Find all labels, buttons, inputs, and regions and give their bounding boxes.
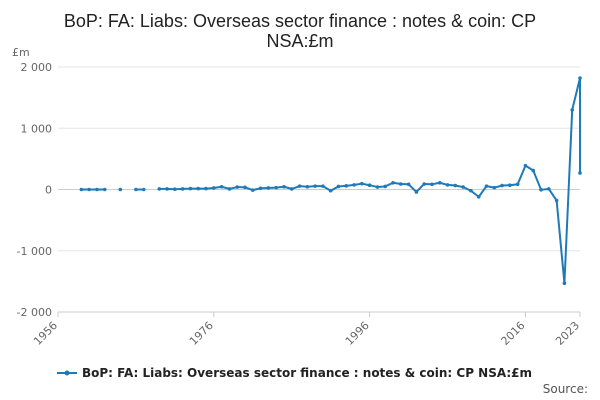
data-point bbox=[134, 187, 138, 192]
data-point bbox=[250, 188, 255, 192]
data-point bbox=[508, 183, 512, 188]
source-label: Source: bbox=[543, 382, 588, 396]
data-point bbox=[492, 185, 497, 190]
y-tick-label: -2 000 bbox=[17, 306, 52, 319]
data-point bbox=[406, 182, 411, 187]
data-point bbox=[297, 184, 302, 188]
data-point bbox=[500, 183, 504, 188]
x-axis-ticks: 1956 1976 1996 2016 2023 bbox=[31, 312, 582, 348]
data-point bbox=[180, 187, 185, 191]
y-tick-label: 0 bbox=[45, 184, 52, 197]
data-point bbox=[399, 182, 403, 186]
data-point bbox=[554, 198, 559, 203]
series-line bbox=[159, 77, 581, 285]
legend-marker bbox=[64, 370, 70, 376]
data-point bbox=[289, 187, 294, 191]
data-point bbox=[196, 186, 201, 191]
data-point bbox=[531, 168, 536, 173]
data-point bbox=[227, 187, 232, 191]
y-axis-unit-label: £m bbox=[12, 46, 30, 59]
data-point bbox=[360, 181, 364, 186]
data-point bbox=[422, 182, 426, 186]
x-tick-label: 2016 bbox=[499, 319, 528, 348]
data-point bbox=[445, 183, 450, 187]
data-point bbox=[313, 184, 317, 188]
data-point bbox=[266, 186, 271, 190]
data-point bbox=[274, 185, 278, 190]
data-point bbox=[375, 185, 380, 189]
data-point bbox=[173, 187, 177, 191]
series-group bbox=[79, 76, 582, 286]
data-point bbox=[523, 163, 528, 168]
legend-label: BoP: FA: Liabs: Overseas sector finance … bbox=[82, 366, 532, 380]
x-tick-label: 2023 bbox=[553, 319, 582, 348]
data-point bbox=[578, 171, 582, 175]
data-point bbox=[515, 182, 520, 187]
data-point bbox=[118, 187, 123, 192]
data-point bbox=[430, 182, 434, 187]
data-point bbox=[87, 187, 91, 192]
x-tick-label: 1976 bbox=[187, 319, 216, 348]
chart-title: BoP: FA: Liabs: Overseas sector finance … bbox=[64, 11, 536, 51]
y-axis-ticks: 2 000 1 000 0 -1 000 -2 000 bbox=[17, 61, 52, 319]
data-point bbox=[219, 184, 224, 189]
x-tick-label: 1956 bbox=[31, 319, 60, 348]
data-point bbox=[453, 183, 458, 188]
data-point bbox=[562, 281, 567, 286]
data-point bbox=[141, 187, 146, 192]
data-point bbox=[344, 184, 349, 188]
data-point bbox=[188, 186, 193, 191]
y-tick-label: 1 000 bbox=[21, 122, 53, 135]
data-point bbox=[282, 184, 286, 189]
data-point bbox=[102, 187, 107, 192]
data-point bbox=[258, 186, 263, 191]
chart-title-line-1: BoP: FA: Liabs: Overseas sector finance … bbox=[64, 11, 536, 31]
data-point bbox=[321, 184, 325, 188]
data-point bbox=[414, 190, 419, 194]
data-point bbox=[391, 180, 395, 185]
data-point bbox=[212, 186, 216, 190]
data-point bbox=[547, 187, 551, 191]
x-tick-label: 1996 bbox=[343, 319, 372, 348]
legend: BoP: FA: Liabs: Overseas sector finance … bbox=[57, 366, 532, 380]
data-point bbox=[79, 187, 84, 192]
data-point bbox=[328, 188, 333, 193]
data-point bbox=[305, 184, 310, 189]
data-point bbox=[352, 183, 356, 187]
data-point bbox=[469, 188, 473, 193]
data-point bbox=[578, 76, 582, 80]
data-point bbox=[336, 184, 341, 189]
data-point bbox=[157, 187, 162, 191]
data-point bbox=[367, 183, 372, 188]
data-point bbox=[461, 185, 465, 189]
y-tick-label: -1 000 bbox=[17, 245, 52, 258]
data-point bbox=[383, 184, 388, 189]
data-point bbox=[437, 180, 442, 185]
data-point bbox=[204, 186, 208, 191]
data-point bbox=[243, 185, 247, 190]
data-point bbox=[165, 187, 169, 191]
data-point bbox=[539, 188, 543, 192]
data-point bbox=[484, 184, 489, 188]
y-tick-label: 2 000 bbox=[21, 61, 53, 74]
data-point bbox=[570, 108, 575, 112]
chart-title-line-2: NSA:£m bbox=[266, 31, 333, 51]
data-point bbox=[476, 195, 481, 199]
data-point bbox=[235, 185, 239, 189]
data-point bbox=[95, 187, 99, 192]
